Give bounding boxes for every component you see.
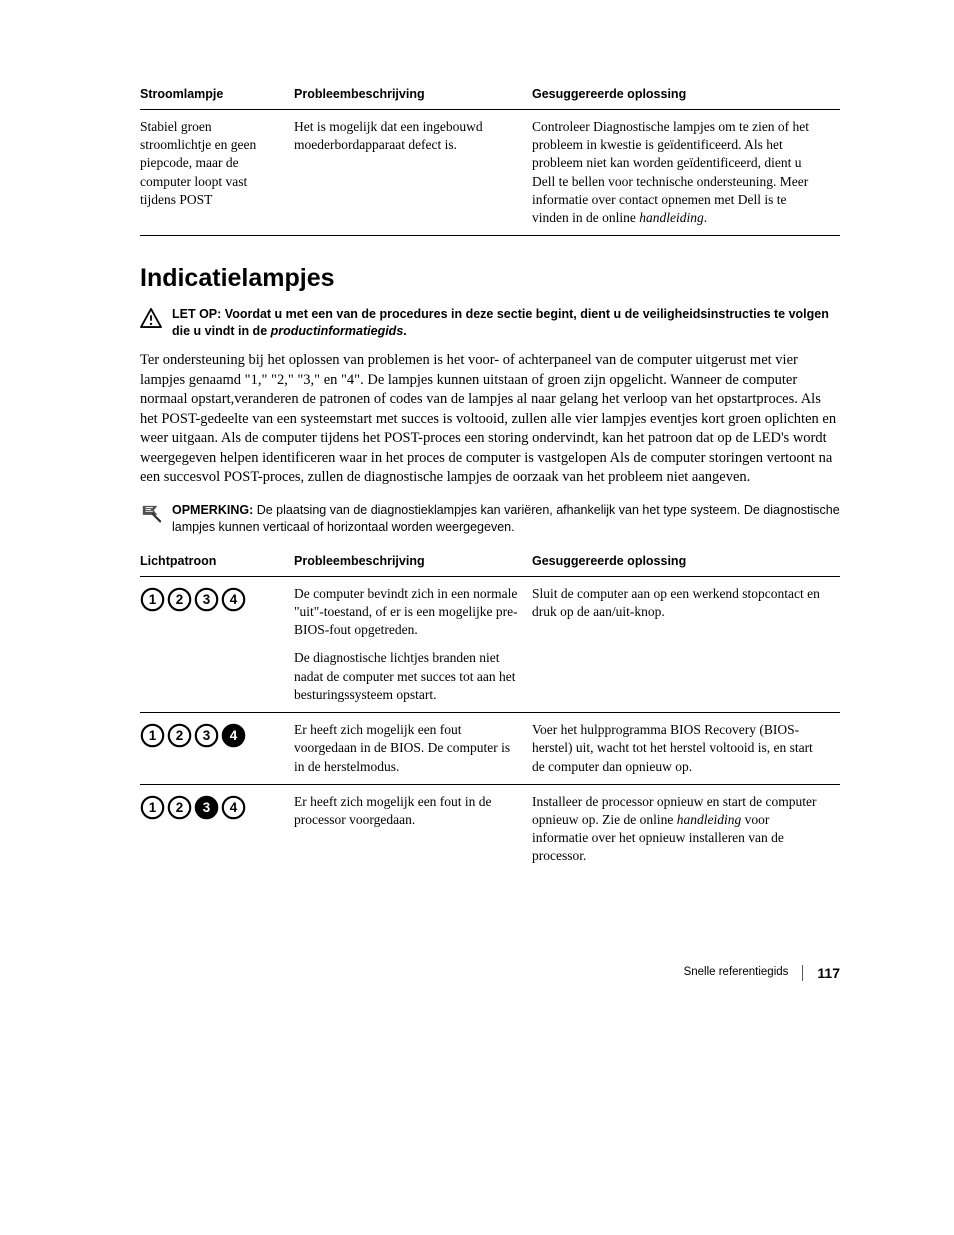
warning-icon: [140, 308, 166, 335]
svg-text:2: 2: [176, 800, 183, 815]
table-row: Stabiel groen stroomlichtje en geen piep…: [140, 109, 840, 235]
lamp-icon: 1: [140, 723, 165, 753]
svg-text:2: 2: [176, 728, 183, 743]
lamp-icon: 4: [221, 587, 246, 617]
svg-text:3: 3: [203, 592, 210, 607]
lamp-group: 1 2 3 4: [140, 723, 280, 753]
power-light-table: Stroomlampje Probleembeschrijving Gesugg…: [140, 80, 840, 236]
cell-description: Er heeft zich mogelijk een fout in de pr…: [294, 784, 532, 873]
footer-separator: [802, 965, 803, 981]
col-header: Probleembeschrijving: [294, 547, 532, 576]
lamp-icon: 3: [194, 795, 219, 825]
svg-text:4: 4: [230, 800, 238, 815]
light-pattern-table: Lichtpatroon Probleembeschrijving Gesugg…: [140, 547, 840, 874]
cell-description: Er heeft zich mogelijk een fout voorgeda…: [294, 713, 532, 785]
col-header: Stroomlampje: [140, 80, 294, 109]
note-callout: OPMERKING: De plaatsing van de diagnosti…: [140, 502, 840, 537]
page-footer: Snelle referentiegids 117: [140, 964, 840, 983]
cell-description: De computer bevindt zich in een normale …: [294, 576, 532, 712]
table-row: 1 2 3 4 De computer bevindt zich in een norm…: [140, 576, 840, 712]
caution-text: LET OP: Voordat u met een van de procedu…: [172, 306, 840, 341]
cell-solution: Sluit de computer aan op een werkend sto…: [532, 576, 840, 712]
page-number: 117: [817, 964, 840, 983]
svg-text:1: 1: [149, 592, 157, 607]
body-paragraph: Ter ondersteuning bij het oplossen van p…: [140, 351, 840, 488]
lamp-icon: 2: [167, 723, 192, 753]
table-row: 1 2 3 4 Er heeft zich mogelijk een fout voor…: [140, 713, 840, 785]
cell-light-pattern: 1 2 3 4: [140, 576, 294, 712]
col-header: Lichtpatroon: [140, 547, 294, 576]
svg-text:3: 3: [203, 728, 210, 743]
table-row: 1 2 3 4 Er heeft zich mogelijk een fout in d…: [140, 784, 840, 873]
lamp-icon: 2: [167, 795, 192, 825]
note-text: OPMERKING: De plaatsing van de diagnosti…: [172, 502, 840, 537]
lamp-icon: 2: [167, 587, 192, 617]
footer-title: Snelle referentiegids: [684, 965, 789, 981]
svg-text:1: 1: [149, 728, 157, 743]
caution-callout: LET OP: Voordat u met een van de procedu…: [140, 306, 840, 341]
lamp-group: 1 2 3 4: [140, 587, 280, 617]
lamp-icon: 4: [221, 723, 246, 753]
svg-text:1: 1: [149, 800, 157, 815]
cell-light-pattern: 1 2 3 4: [140, 713, 294, 785]
svg-text:2: 2: [176, 592, 183, 607]
col-header: Probleembeschrijving: [294, 80, 532, 109]
cell-solution: Voer het hulpprogramma BIOS Recovery (BI…: [532, 713, 840, 785]
svg-text:4: 4: [230, 728, 238, 743]
section-heading: Indicatielampjes: [140, 262, 840, 296]
lamp-group: 1 2 3 4: [140, 795, 280, 825]
cell-power-light: Stabiel groen stroomlichtje en geen piep…: [140, 109, 294, 235]
lamp-icon: 4: [221, 795, 246, 825]
col-header: Gesuggereerde oplossing: [532, 547, 840, 576]
lamp-icon: 1: [140, 795, 165, 825]
lamp-icon: 3: [194, 587, 219, 617]
svg-text:3: 3: [203, 800, 210, 815]
cell-solution: Installeer de processor opnieuw en start…: [532, 784, 840, 873]
cell-light-pattern: 1 2 3 4: [140, 784, 294, 873]
lamp-icon: 1: [140, 587, 165, 617]
cell-description: Het is mogelijk dat een ingebouwd moeder…: [294, 109, 532, 235]
note-icon: [140, 504, 166, 531]
svg-text:4: 4: [230, 592, 238, 607]
col-header: Gesuggereerde oplossing: [532, 80, 840, 109]
cell-solution: Controleer Diagnostische lampjes om te z…: [532, 109, 840, 235]
lamp-icon: 3: [194, 723, 219, 753]
